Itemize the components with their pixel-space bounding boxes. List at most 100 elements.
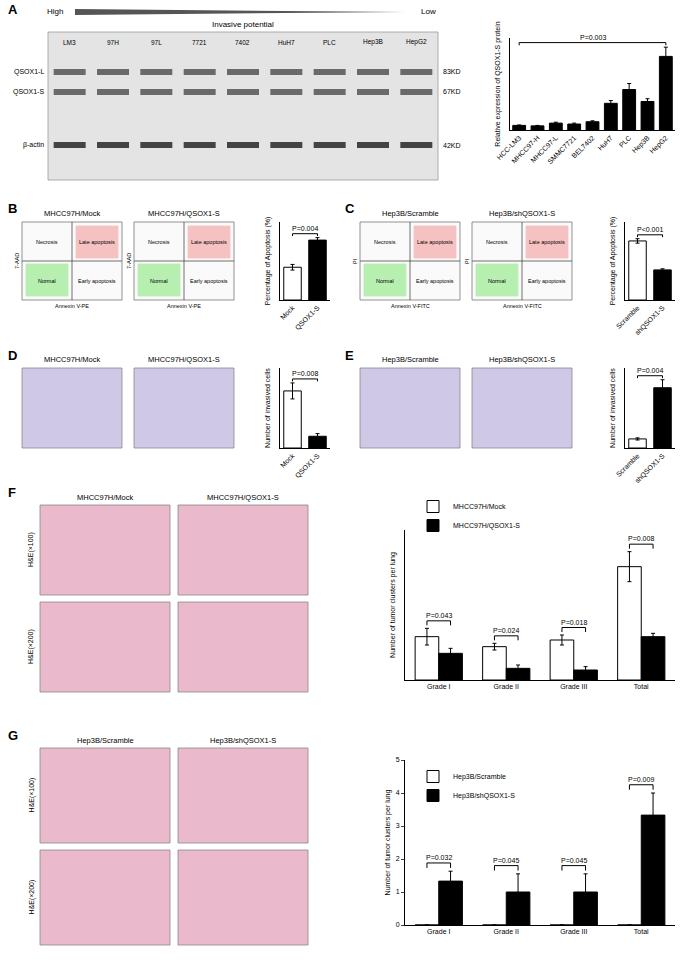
svg-text:Grade III: Grade III (560, 928, 587, 935)
svg-text:PI: PI (352, 258, 358, 264)
svg-text:MHCC97-H: MHCC97-H (510, 134, 541, 165)
svg-text:Early apoptosis: Early apoptosis (528, 278, 566, 284)
svg-text:H&E(×100): H&E(×100) (28, 778, 36, 813)
svg-text:High: High (47, 7, 63, 16)
svg-text:Hep3B/shQSOX1-S: Hep3B/shQSOX1-S (210, 736, 276, 745)
svg-text:Percentage of Apoptosis (%): Percentage of Apoptosis (%) (264, 217, 272, 306)
svg-text:P=0.008: P=0.008 (292, 370, 318, 377)
svg-text:MHCC97H/Mock: MHCC97H/Mock (77, 493, 134, 502)
svg-text:shQSOX1-S: shQSOX1-S (633, 304, 666, 337)
svg-text:Number of tumor clusters per l: Number of tumor clusters per lung (384, 789, 392, 895)
svg-text:Hep3B/Scramble: Hep3B/Scramble (453, 773, 506, 781)
svg-text:Necrosis: Necrosis (148, 239, 170, 245)
svg-text:4: 4 (396, 789, 400, 796)
svg-text:7402: 7402 (235, 39, 250, 46)
svg-text:Number of invasived cells: Number of invasived cells (609, 368, 616, 448)
svg-text:Hep3B/Scramble: Hep3B/Scramble (382, 209, 439, 218)
svg-text:Annexin V-PE: Annexin V-PE (167, 303, 201, 309)
svg-text:H&E(×100): H&E(×100) (27, 532, 35, 567)
svg-text:P=0.003: P=0.003 (580, 34, 606, 41)
svg-text:5: 5 (396, 756, 400, 763)
svg-text:C: C (345, 201, 355, 216)
svg-text:SMMC7721: SMMC7721 (546, 134, 577, 165)
svg-text:QSOX1-L: QSOX1-L (14, 68, 44, 76)
svg-text:67KD: 67KD (443, 88, 461, 95)
svg-text:7721: 7721 (192, 39, 207, 46)
svg-text:Total: Total (634, 928, 649, 935)
svg-text:P=0.018: P=0.018 (561, 619, 587, 626)
svg-text:A: A (8, 2, 18, 17)
svg-text:Scramble: Scramble (615, 304, 641, 330)
svg-text:Mock: Mock (279, 304, 296, 321)
svg-text:HepG2: HepG2 (406, 38, 427, 46)
svg-text:P=0.024: P=0.024 (493, 627, 519, 634)
svg-text:42KD: 42KD (443, 142, 461, 149)
svg-text:G: G (8, 728, 18, 743)
svg-text:MHCC97H/QSOX1-S: MHCC97H/QSOX1-S (148, 209, 220, 218)
svg-text:Necrosis: Necrosis (486, 239, 508, 245)
svg-text:97L: 97L (151, 39, 162, 46)
svg-text:Early apoptosis: Early apoptosis (78, 278, 116, 284)
svg-text:HCC-LM3: HCC-LM3 (495, 134, 522, 161)
svg-text:Normal: Normal (488, 278, 506, 284)
svg-text:Invasive potential: Invasive potential (212, 20, 274, 29)
svg-text:HepG2: HepG2 (648, 134, 669, 155)
svg-text:H&E(×200): H&E(×200) (27, 629, 35, 664)
svg-text:Number of invasived cells: Number of invasived cells (264, 368, 271, 448)
svg-text:Late apoptosis: Late apoptosis (529, 239, 565, 245)
svg-text:D: D (8, 348, 17, 363)
svg-text:Late apoptosis: Late apoptosis (417, 239, 453, 245)
svg-text:MHCC97H/Mock: MHCC97H/Mock (44, 355, 101, 364)
svg-text:Late apoptosis: Late apoptosis (79, 239, 115, 245)
svg-text:Normal: Normal (376, 278, 394, 284)
svg-text:P=0.008: P=0.008 (628, 535, 654, 542)
svg-text:Annexin V-PE: Annexin V-PE (55, 303, 89, 309)
svg-text:PI: PI (464, 258, 470, 264)
svg-text:Relative expression of QSOX1-S: Relative expression of QSOX1-S protein (494, 21, 502, 146)
svg-text:Grade I: Grade I (427, 683, 450, 690)
svg-text:3: 3 (396, 822, 400, 829)
svg-text:Low: Low (421, 7, 436, 16)
svg-text:P=0.032: P=0.032 (426, 854, 452, 861)
svg-text:Necrosis: Necrosis (374, 239, 396, 245)
svg-text:Hep3B/Scramble: Hep3B/Scramble (382, 355, 439, 364)
svg-text:B: B (8, 201, 17, 216)
svg-text:LM3: LM3 (63, 39, 76, 46)
svg-text:MHCC97H/QSOX1-S: MHCC97H/QSOX1-S (148, 355, 220, 364)
svg-text:P=0.004: P=0.004 (637, 367, 663, 374)
svg-text:83KD: 83KD (443, 68, 461, 75)
svg-text:BEL7402: BEL7402 (570, 134, 595, 159)
svg-text:P=0.045: P=0.045 (493, 857, 519, 864)
svg-text:Annexin V-FITC: Annexin V-FITC (503, 303, 542, 309)
svg-text:Early apoptosis: Early apoptosis (190, 278, 228, 284)
svg-text:HuH7: HuH7 (596, 134, 614, 152)
svg-text:P=0.045: P=0.045 (561, 857, 587, 864)
svg-text:shQSOX1-S: shQSOX1-S (633, 452, 666, 485)
svg-text:MHCC97H/Mock: MHCC97H/Mock (453, 503, 506, 510)
svg-text:Late apoptosis: Late apoptosis (191, 239, 227, 245)
svg-text:QSOX1-S: QSOX1-S (294, 304, 322, 332)
svg-text:7-AAD: 7-AAD (126, 253, 132, 269)
svg-text:P<0.001: P<0.001 (637, 226, 663, 233)
svg-text:Total: Total (634, 683, 649, 690)
svg-text:Hep3B/shQSOX1-S: Hep3B/shQSOX1-S (453, 792, 515, 800)
svg-text:Grade I: Grade I (427, 928, 450, 935)
svg-text:Number of tumor clusters per l: Number of tumor clusters per lung (389, 552, 397, 658)
svg-text:Normal: Normal (150, 278, 168, 284)
svg-text:PLC: PLC (323, 39, 336, 46)
svg-text:Normal: Normal (38, 278, 56, 284)
svg-text:H&E(×200): H&E(×200) (28, 880, 36, 915)
svg-text:Grade III: Grade III (560, 683, 587, 690)
svg-text:Grade II: Grade II (494, 683, 519, 690)
svg-text:97H: 97H (107, 39, 119, 46)
svg-text:Hep3B/Scramble: Hep3B/Scramble (77, 736, 134, 745)
svg-text:Hep3B: Hep3B (631, 134, 652, 155)
svg-text:Hep3B/shQSOX1-S: Hep3B/shQSOX1-S (489, 355, 555, 364)
svg-text:MHCC97H/QSOX1-S: MHCC97H/QSOX1-S (453, 522, 520, 530)
svg-text:E: E (345, 348, 354, 363)
svg-text:QSOX1-S: QSOX1-S (294, 452, 322, 480)
svg-text:Scramble: Scramble (615, 452, 641, 478)
svg-text:MHCC97-L: MHCC97-L (529, 134, 559, 164)
svg-text:P=0.004: P=0.004 (292, 225, 318, 232)
svg-text:F: F (8, 485, 16, 500)
